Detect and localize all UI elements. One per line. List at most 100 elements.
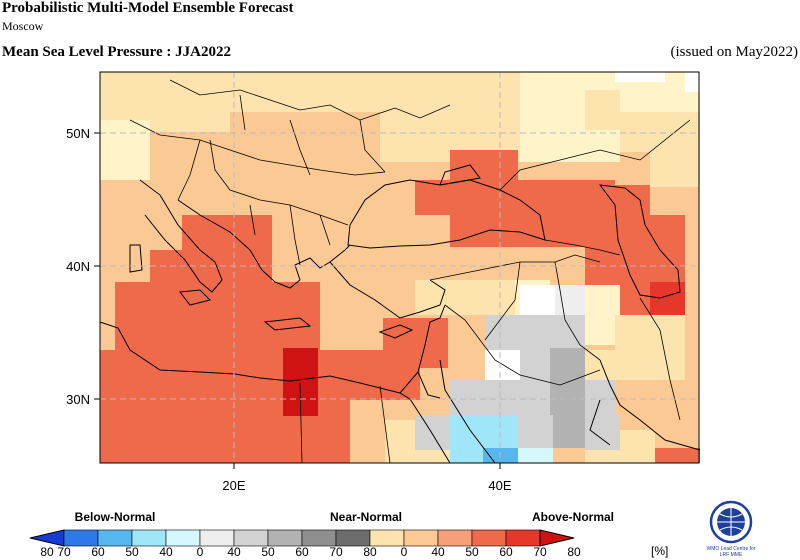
coastline-gulf-of-suez: [417, 371, 441, 399]
colorbar-cell: [199, 529, 235, 547]
prob-cell-light: [650, 152, 700, 187]
prob-cell-white: [685, 72, 700, 92]
colorbar-cell: [369, 529, 405, 547]
prob-cell-grey: [415, 415, 450, 450]
prob-cell-grey: [485, 315, 585, 350]
logo-text-line1: WMO Lead Centre for: [707, 546, 756, 552]
colorbar-tick-label: 40: [227, 545, 241, 559]
prob-cell-light: [380, 72, 520, 162]
colorbar-tick-label: 70: [329, 545, 343, 559]
axis-ticks: [94, 132, 501, 469]
colorbar-cell: [131, 529, 167, 547]
graticule: [100, 72, 699, 463]
logo-laurel-ring: [709, 500, 753, 544]
prob-cell-light: [415, 280, 515, 315]
colorbar-tick-label: 80: [363, 545, 377, 559]
logo-text-line2: LRF MME: [720, 552, 743, 558]
colorbar-cell: [335, 529, 371, 547]
colorbar-tick-label: 50: [125, 545, 139, 559]
colorbar-tick-label: 70: [533, 545, 547, 559]
coastline-levant: [399, 304, 446, 394]
issued-date: (issued on May2022): [670, 44, 799, 60]
border: [499, 119, 691, 256]
colorbar-cell: [437, 529, 473, 547]
coastline-cyprus: [378, 324, 414, 339]
forecast-title: Probabilistic Multi-Model Ensemble Forec…: [2, 0, 294, 16]
coastline-italy: [144, 194, 223, 293]
probability-grid-cells: [100, 72, 700, 463]
colorbar-cell: [63, 529, 99, 547]
map-frame: [99, 71, 700, 464]
coastline-north-africa: [99, 321, 411, 400]
forecast-subtitle: Moscow: [2, 19, 44, 33]
border: [484, 261, 601, 361]
colorbar-tick-label: 0: [197, 545, 204, 559]
border: [429, 254, 601, 281]
colorbar-tick-label: 70: [57, 545, 71, 559]
prob-cell-white: [485, 350, 520, 380]
prob-cell-light: [230, 72, 380, 112]
prob-cell-light: [585, 90, 620, 130]
colorbar-cell: [505, 529, 541, 547]
prob-cell-light: [585, 350, 685, 380]
colorbar-tick-label: 40: [159, 545, 173, 559]
coastline-caspian: [598, 184, 681, 299]
prob-cell-grey-dark: [550, 348, 585, 448]
coastline-azov: [439, 164, 481, 186]
border: [249, 204, 331, 266]
coastline-crete: [263, 317, 312, 331]
colorbar-cell: [267, 529, 303, 547]
wmo-lrf-mme-logo: WMO Lead Centre for LRF MME: [707, 500, 756, 558]
prob-cell-red: [100, 350, 420, 400]
coastlines: [99, 164, 701, 464]
colorbar-cell: [301, 529, 337, 547]
prob-cell-red: [585, 215, 685, 285]
prob-cell-red: [383, 318, 448, 368]
colorbar-tick-label: 80: [40, 545, 54, 559]
coastline-gulf: [589, 359, 701, 451]
colorbar: Below-Normal Near-Normal Above-Normal 80…: [29, 510, 668, 559]
coastline-balkans: [177, 199, 351, 289]
colorbar-tick-label: 60: [499, 545, 513, 559]
lat-label-30n: 30N: [66, 392, 90, 407]
prob-cell-cyan-light: [518, 448, 553, 463]
colorbar-cell: [233, 529, 269, 547]
border: [639, 297, 681, 421]
border: [169, 79, 451, 121]
prob-cell-red: [115, 282, 320, 352]
border: [139, 139, 201, 201]
colorbar-arrow-left: [29, 529, 65, 547]
border: [129, 119, 386, 176]
category-below-normal: Below-Normal: [75, 510, 156, 524]
prob-cell-light: [620, 430, 655, 463]
map-panel: 50N 40N 30N 20E 40E: [66, 71, 701, 493]
colorbar-cell: [97, 529, 133, 547]
prob-cell-red: [655, 448, 700, 463]
prob-cell-light: [585, 285, 620, 345]
country-borders: [129, 79, 691, 464]
prob-cell-grey: [518, 415, 553, 450]
prob-cell-white: [555, 285, 585, 315]
coastline-sicily: [179, 289, 211, 306]
colorbar-cell: [471, 529, 507, 547]
colorbar-tick-label: 60: [91, 545, 105, 559]
category-above-normal: Above-Normal: [532, 510, 614, 524]
prob-cell-red: [585, 185, 650, 215]
border: [444, 304, 601, 386]
colorbar-tick-label: 80: [567, 545, 581, 559]
lon-label-20e: 20E: [222, 478, 245, 493]
colorbar-cells: [29, 529, 575, 547]
colorbar-cell: [165, 529, 201, 547]
colorbar-arrow-right: [539, 529, 575, 547]
colorbar-tick-labels: 80 70 60 50 40 0 40 50 60 70 80 0 40 50 60 70 80: [40, 545, 581, 559]
prob-cell-light: [100, 120, 150, 180]
coastline-black-sea: [347, 179, 546, 249]
prob-cell-white: [520, 285, 555, 315]
border: [239, 94, 386, 176]
colorbar-cell: [403, 529, 439, 547]
coastline-turkey: [329, 261, 446, 319]
colorbar-tick-label: 50: [261, 545, 275, 559]
prob-cell-light: [615, 315, 685, 350]
colorbar-tick-label: 40: [431, 545, 445, 559]
